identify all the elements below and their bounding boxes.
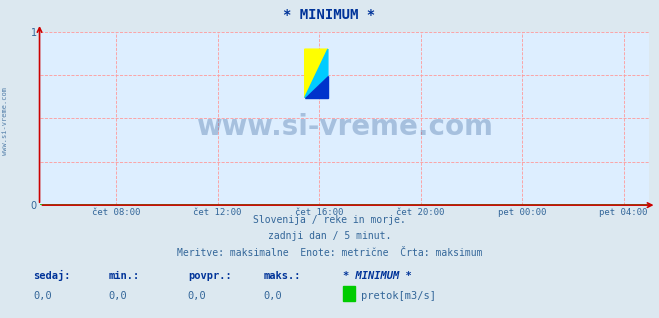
Text: 0,0: 0,0: [264, 291, 282, 301]
Polygon shape: [304, 49, 328, 98]
Text: 0,0: 0,0: [188, 291, 206, 301]
Polygon shape: [304, 76, 328, 98]
Text: povpr.:: povpr.:: [188, 272, 231, 281]
Text: * MINIMUM *: * MINIMUM *: [283, 8, 376, 22]
Text: * MINIMUM *: * MINIMUM *: [343, 272, 411, 281]
Text: 0,0: 0,0: [33, 291, 51, 301]
Text: www.si-vreme.com: www.si-vreme.com: [2, 87, 9, 155]
Polygon shape: [304, 49, 328, 98]
Text: zadnji dan / 5 minut.: zadnji dan / 5 minut.: [268, 231, 391, 241]
Text: sedaj:: sedaj:: [33, 270, 71, 281]
Text: www.si-vreme.com: www.si-vreme.com: [196, 113, 493, 141]
Text: maks.:: maks.:: [264, 272, 301, 281]
Text: 0,0: 0,0: [109, 291, 127, 301]
Text: pretok[m3/s]: pretok[m3/s]: [361, 291, 436, 301]
Text: Slovenija / reke in morje.: Slovenija / reke in morje.: [253, 215, 406, 225]
Text: min.:: min.:: [109, 272, 140, 281]
Text: Meritve: maksimalne  Enote: metrične  Črta: maksimum: Meritve: maksimalne Enote: metrične Črta…: [177, 248, 482, 258]
